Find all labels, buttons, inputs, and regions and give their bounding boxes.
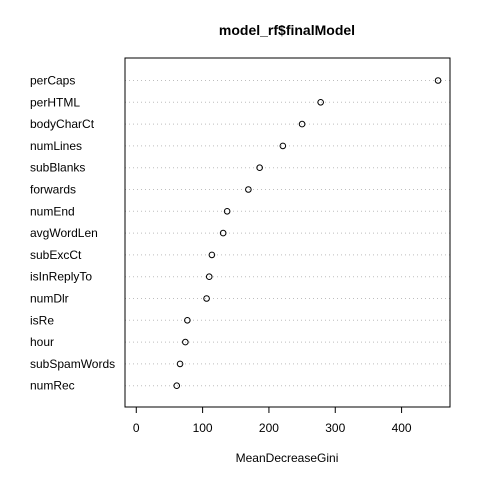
x-tick-label: 200 bbox=[259, 421, 279, 435]
data-point-subSpamWords bbox=[176, 360, 184, 368]
category-label: subExcCt bbox=[30, 248, 82, 262]
data-point-isInReplyTo bbox=[205, 273, 213, 281]
x-tick-label: 100 bbox=[193, 421, 213, 435]
category-label: perCaps bbox=[30, 74, 75, 88]
data-point-numDlr bbox=[203, 295, 210, 302]
data-point-numLines bbox=[279, 142, 287, 150]
data-points bbox=[173, 77, 442, 390]
category-label: subSpamWords bbox=[30, 357, 115, 371]
category-label: hour bbox=[30, 335, 54, 349]
category-labels: perCaps perHTML bodyCharCt numLines subBlank… bbox=[30, 74, 115, 393]
grid-lines bbox=[125, 80, 450, 387]
data-point-bodyCharCt bbox=[298, 120, 306, 128]
plot-frame bbox=[124, 57, 451, 408]
data-point-hour bbox=[182, 338, 189, 346]
data-point-numEnd bbox=[223, 208, 231, 215]
category-label: isRe bbox=[30, 313, 54, 327]
category-label: perHTML bbox=[30, 95, 80, 109]
data-point-forwards bbox=[245, 186, 252, 193]
category-label: subBlanks bbox=[30, 161, 85, 175]
data-point-perCaps bbox=[434, 77, 442, 84]
category-label: bodyCharCt bbox=[30, 117, 95, 131]
x-tick-label: 400 bbox=[392, 421, 412, 435]
data-point-avgWordLen bbox=[219, 229, 227, 237]
data-point-subExcCt bbox=[208, 251, 216, 259]
category-label: numEnd bbox=[30, 204, 75, 218]
data-point-numRec bbox=[173, 382, 181, 390]
data-point-perHTML bbox=[317, 99, 324, 106]
x-tick-label: 0 bbox=[133, 421, 140, 435]
category-label: numLines bbox=[30, 139, 82, 153]
category-label: numDlr bbox=[30, 292, 69, 306]
x-axis: 0 100 200 300 400 bbox=[133, 406, 412, 435]
x-tick-label: 300 bbox=[325, 421, 345, 435]
chart-title: model_rf$finalModel bbox=[219, 22, 355, 38]
data-point-isRe bbox=[184, 317, 191, 324]
data-point-subBlanks bbox=[256, 164, 263, 171]
category-label: numRec bbox=[30, 379, 75, 393]
x-axis-label: MeanDecreaseGini bbox=[236, 451, 339, 465]
category-label: avgWordLen bbox=[30, 226, 98, 240]
category-label: forwards bbox=[30, 183, 76, 197]
category-label: isInReplyTo bbox=[30, 270, 92, 284]
